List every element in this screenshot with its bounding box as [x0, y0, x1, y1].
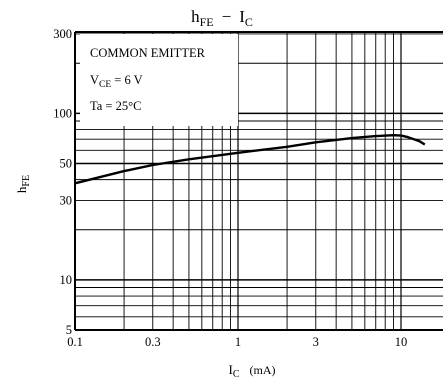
y-tick-label: 5 — [66, 323, 72, 337]
title-var-sub: C — [245, 15, 253, 29]
annotation-background — [80, 34, 238, 126]
annotation-line-3: Ta = 25°C — [90, 99, 141, 113]
annotation-line-2: VCE = 6 V — [90, 73, 143, 90]
y-tick-label: 50 — [60, 157, 73, 171]
series — [74, 133, 426, 185]
y-tick-label: 100 — [53, 106, 72, 120]
tick-labels: 5 10 30 50 100 300 0.1 0.3 1 3 10 — [53, 27, 407, 349]
y-tick-label: 10 — [60, 273, 73, 287]
title-main-sub: FE — [200, 15, 214, 29]
title-var: I — [239, 7, 245, 26]
x-tick-label: 0.3 — [145, 335, 161, 349]
x-tick-label: 1 — [235, 335, 241, 349]
y-tick-label: 30 — [60, 193, 73, 207]
grid — [74, 32, 443, 331]
axes — [74, 31, 443, 331]
hfe-curve — [74, 133, 426, 185]
x-tick-label: 0.1 — [67, 335, 83, 349]
title-dash: − — [222, 7, 232, 26]
y-axis-label: hFE — [14, 175, 32, 193]
x-tick-label: 3 — [313, 335, 319, 349]
x-tick-label: 10 — [395, 335, 408, 349]
title-main: h — [191, 7, 200, 26]
chart-title: hFE − IC — [191, 7, 253, 29]
y-tick-label: 300 — [53, 27, 72, 41]
annotation-box: COMMON EMITTER VCE = 6 V Ta = 25°C — [80, 34, 238, 126]
annotation-line-1: COMMON EMITTER — [90, 46, 206, 60]
x-axis-label: IC (mA) — [228, 362, 275, 380]
